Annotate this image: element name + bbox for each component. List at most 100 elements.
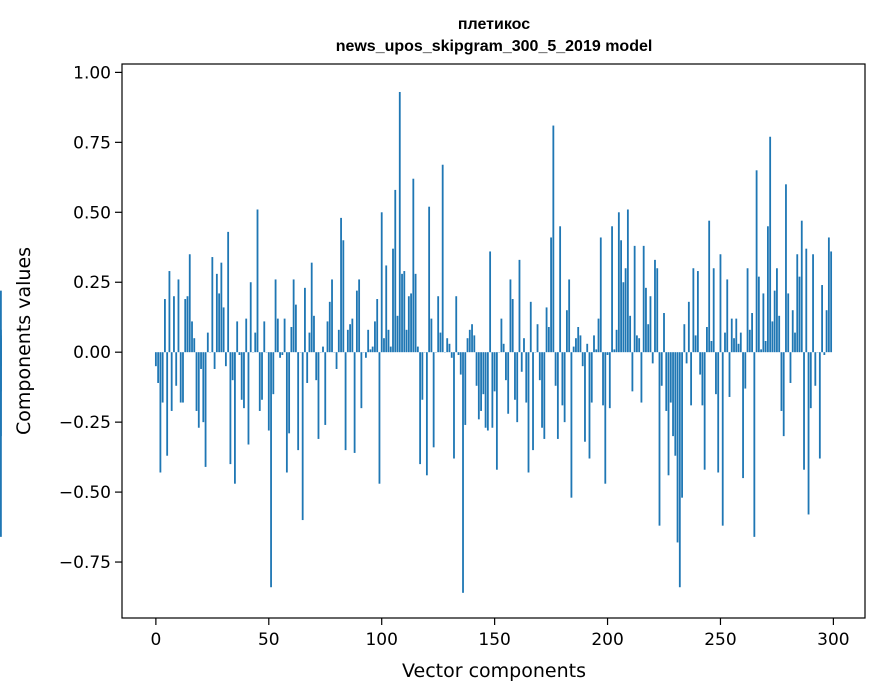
bar	[620, 240, 622, 353]
bar	[751, 313, 753, 353]
bar	[432, 352, 435, 448]
bar	[690, 352, 693, 406]
bar	[272, 352, 275, 395]
y-tick-label: −0.75	[59, 553, 111, 573]
bar	[570, 352, 573, 498]
bar	[721, 352, 724, 526]
bar	[346, 329, 349, 353]
bar	[584, 352, 586, 442]
bar	[561, 352, 564, 406]
bar	[821, 285, 823, 353]
bar	[270, 352, 272, 588]
bar	[154, 352, 157, 367]
bar	[543, 352, 546, 439]
bar	[256, 209, 259, 353]
bar	[0, 352, 2, 537]
bar	[495, 352, 498, 470]
bar	[378, 352, 381, 484]
bar	[166, 352, 169, 456]
bar	[337, 329, 340, 353]
bar	[473, 335, 476, 353]
bar	[593, 335, 595, 353]
bar	[575, 338, 577, 353]
bar	[511, 299, 514, 353]
bar	[590, 352, 593, 403]
bar	[173, 296, 175, 353]
bar	[608, 352, 611, 409]
bar	[552, 125, 555, 353]
bar	[238, 352, 241, 355]
bar	[708, 220, 711, 353]
bar	[762, 293, 765, 353]
bar	[179, 352, 182, 403]
bar	[726, 279, 729, 353]
bar	[430, 318, 433, 353]
bar	[240, 352, 243, 400]
bar	[796, 254, 799, 353]
bar	[365, 352, 367, 358]
bar	[606, 352, 609, 355]
bar	[279, 352, 281, 358]
bar	[349, 324, 351, 353]
bar	[687, 301, 690, 353]
bar	[326, 321, 329, 353]
bar	[301, 352, 304, 521]
bar	[394, 189, 397, 353]
bar	[755, 170, 758, 353]
x-tick-label: 50	[258, 630, 280, 650]
bar	[213, 352, 216, 369]
bar	[315, 352, 318, 381]
y-axis-label: Components values	[13, 247, 35, 435]
bar	[175, 352, 178, 386]
bar	[288, 352, 291, 434]
y-tick-label: −0.25	[59, 413, 111, 433]
bar	[188, 254, 191, 353]
bar	[613, 349, 616, 353]
bar	[744, 352, 747, 389]
x-tick-label: 200	[591, 630, 623, 650]
bar	[294, 304, 297, 353]
bar	[261, 352, 263, 400]
bar	[403, 271, 406, 353]
bar	[405, 329, 408, 353]
bar	[267, 352, 270, 431]
bar	[717, 352, 720, 473]
bar	[789, 352, 792, 383]
bar	[703, 352, 706, 470]
bar	[604, 352, 607, 484]
bar	[760, 349, 763, 353]
bar	[622, 282, 625, 353]
bar	[224, 352, 227, 367]
bar	[204, 352, 207, 467]
bar	[471, 324, 473, 353]
bar	[748, 329, 751, 353]
bar	[753, 352, 756, 537]
bar	[803, 352, 805, 470]
bar	[177, 279, 180, 353]
bar	[782, 352, 785, 437]
bar	[773, 290, 776, 353]
bar	[554, 352, 557, 386]
bar	[283, 318, 286, 353]
bar	[611, 226, 613, 353]
bar	[450, 352, 453, 358]
bar	[771, 321, 774, 353]
bar	[292, 279, 295, 353]
bar	[678, 352, 681, 588]
chart-subtitle: news_upos_skipgram_300_5_2019 model	[336, 38, 653, 55]
bar	[520, 352, 523, 372]
bar	[197, 352, 200, 428]
bar	[649, 296, 652, 353]
x-axis: 0 50 100 150 200 250 300	[150, 618, 850, 650]
bar	[674, 352, 677, 456]
bar	[577, 327, 580, 353]
x-tick-label: 250	[704, 630, 736, 650]
bar	[464, 352, 467, 425]
bar	[527, 352, 530, 473]
y-tick-label: 0.00	[73, 343, 111, 363]
bar	[437, 296, 440, 353]
bar	[421, 352, 424, 400]
bar	[642, 245, 645, 353]
bar	[489, 251, 492, 353]
bar	[742, 352, 744, 479]
